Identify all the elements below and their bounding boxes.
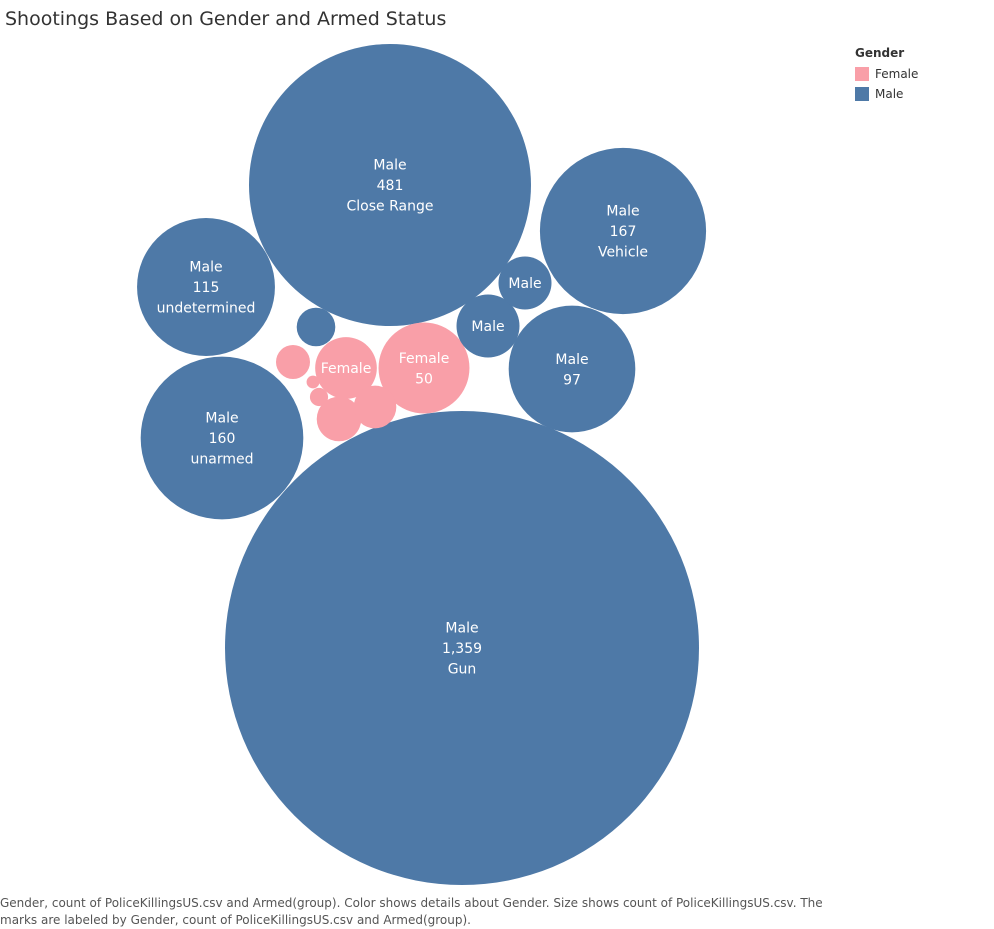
bubble-male-167[interactable]	[539, 147, 707, 315]
legend-swatch-female	[855, 67, 869, 81]
bubble-male-1359[interactable]	[225, 411, 699, 885]
chart-title: Shootings Based on Gender and Armed Stat…	[5, 8, 447, 30]
bubble-label: Vehicle	[598, 245, 648, 261]
legend-label-male: Male	[875, 87, 904, 101]
bubble-label: Male	[189, 260, 222, 276]
bubble-male-97[interactable]	[508, 305, 636, 433]
legend-label-female: Female	[875, 67, 919, 81]
bubble-female-12[interactable]	[316, 396, 362, 442]
bubble-female-2[interactable]	[309, 387, 329, 407]
bubble-label: Male	[373, 158, 406, 174]
bubble-label: Male	[445, 621, 478, 637]
bubble-label: Male	[205, 411, 238, 427]
bubble-label: 481	[377, 178, 404, 194]
bubble-male-115[interactable]	[137, 218, 275, 356]
bubble-label: 167	[610, 224, 637, 240]
bubble-female-1[interactable]	[306, 375, 320, 389]
bubble-female-11[interactable]	[353, 385, 397, 429]
bubble-label: 115	[193, 280, 220, 296]
bubble-label: Female	[321, 361, 372, 377]
bubble-label: 1,359	[442, 641, 482, 657]
bubble-label: Female	[399, 351, 450, 367]
bubble-label: 50	[415, 371, 433, 387]
bubble-male-17[interactable]	[498, 256, 552, 310]
bubble-label: undetermined	[157, 301, 256, 317]
bubble-label: 160	[209, 431, 236, 447]
bubble-label: Male	[555, 352, 588, 368]
legend-item-female[interactable]: Female	[855, 64, 918, 84]
bubble-label: Male	[606, 204, 639, 220]
bubble-male-481[interactable]	[249, 44, 531, 326]
bubble-female-7[interactable]	[275, 344, 311, 380]
bubble-female-50[interactable]	[378, 322, 470, 414]
bubble-label: Male	[471, 319, 504, 335]
bubble-female-23[interactable]	[315, 337, 377, 399]
legend-swatch-male	[855, 87, 869, 101]
legend: Gender Female Male	[855, 46, 918, 104]
chart-caption: Gender, count of PoliceKillingsUS.csv an…	[0, 896, 823, 927]
legend-item-male[interactable]: Male	[855, 84, 918, 104]
bubble-male-160[interactable]	[140, 356, 304, 520]
bubble-male-24[interactable]	[456, 294, 520, 358]
legend-title: Gender	[855, 46, 905, 60]
bubble-label: Gun	[448, 662, 477, 678]
bubble-label: Male	[508, 276, 541, 292]
bubble-label: 97	[563, 372, 581, 388]
bubble-label: Close Range	[347, 199, 434, 215]
bubble-male-9[interactable]	[296, 307, 336, 347]
bubble-label: unarmed	[191, 452, 254, 468]
